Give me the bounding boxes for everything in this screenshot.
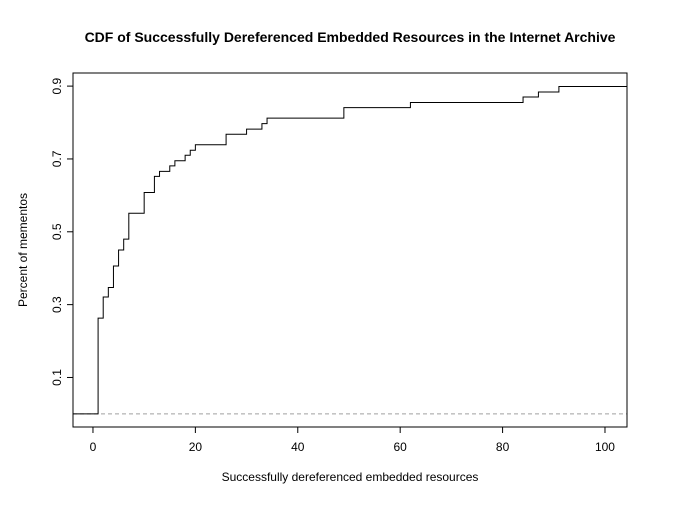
y-tick-label: 0.1: [50, 369, 64, 386]
plot-frame: [72, 72, 628, 428]
chart-title: CDF of Successfully Dereferenced Embedde…: [85, 29, 616, 45]
x-tick-label: 40: [291, 440, 305, 454]
y-tick-label: 0.7: [50, 150, 64, 167]
x-tick-label: 60: [393, 440, 407, 454]
y-tick-label: 0.9: [50, 77, 64, 94]
x-tick-label: 20: [189, 440, 203, 454]
y-axis-label: Percent of mementos: [16, 193, 30, 307]
cdf-step-line: [73, 85, 627, 415]
y-tick-label: 0.3: [50, 296, 64, 313]
plot-area: 0 20 40 60 80 100 0.1 0.3 0.5 0.7 0.9: [50, 72, 628, 454]
x-tick-label: 80: [496, 440, 510, 454]
x-axis-label: Successfully dereferenced embedded resou…: [222, 470, 479, 484]
x-tick-label: 100: [595, 440, 615, 454]
x-tick-label: 0: [90, 440, 97, 454]
y-tick-label: 0.5: [50, 223, 64, 240]
